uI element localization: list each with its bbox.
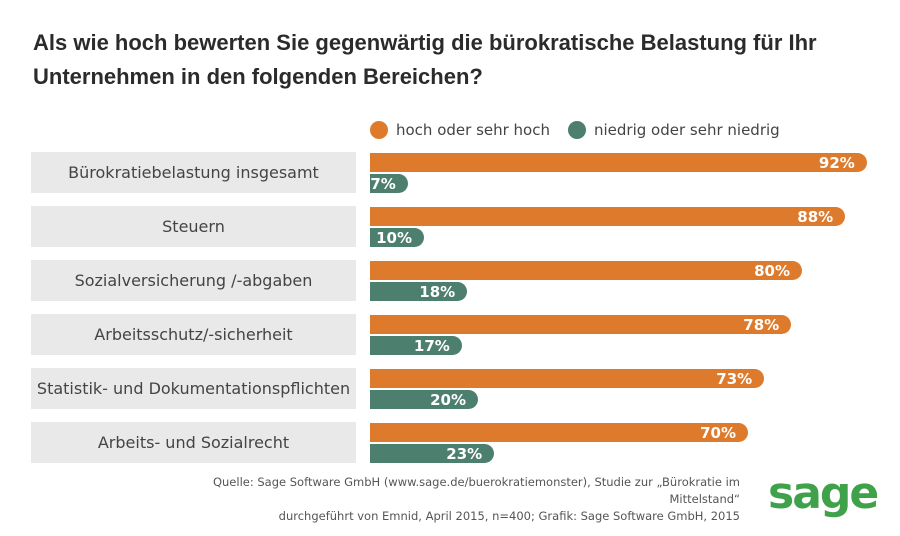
bar-hoch: 73% <box>370 369 765 388</box>
bar-niedrig: 18% <box>370 282 468 301</box>
source-line-2: durchgeführt von Emnid, April 2015, n=40… <box>278 509 740 523</box>
bar-niedrig: 23% <box>370 444 495 463</box>
bar-value-label: 23% <box>446 444 483 463</box>
category-label: Bürokratiebelastung insgesamt <box>31 152 356 193</box>
legend-item-niedrig: niedrig oder sehr niedrig <box>568 121 780 139</box>
bar-hoch: 80% <box>370 261 802 280</box>
legend-label-hoch: hoch oder sehr hoch <box>396 121 550 139</box>
bar-value-label: 92% <box>818 153 855 172</box>
legend: hoch oder sehr hoch niedrig oder sehr ni… <box>370 118 798 142</box>
legend-dot-hoch <box>370 121 388 139</box>
category-label: Statistik- und Dokumentationspflichten <box>31 368 356 409</box>
category-label: Arbeits- und Sozialrecht <box>31 422 356 463</box>
bar-value-label: 88% <box>797 207 834 226</box>
bar-niedrig: 10% <box>370 228 424 247</box>
bar-value-label: 78% <box>743 315 780 334</box>
bar-value-label: 80% <box>754 261 790 280</box>
bar-value-label: 70% <box>700 423 736 442</box>
bar-hoch: 70% <box>370 423 748 442</box>
category-label: Arbeitsschutz/-sicherheit <box>31 314 356 355</box>
sage-logo: sage <box>768 468 879 519</box>
bar-value-label: 7% <box>370 174 396 193</box>
legend-dot-niedrig <box>568 121 586 139</box>
legend-item-hoch: hoch oder sehr hoch <box>370 121 550 139</box>
bar-hoch: 92% <box>370 153 867 172</box>
chart-title: Als wie hoch bewerten Sie gegenwärtig di… <box>33 30 817 89</box>
bar-hoch: 88% <box>370 207 846 226</box>
bar-niedrig: 7% <box>370 174 408 193</box>
bar-value-label: 18% <box>419 282 456 301</box>
source-line-1: Quelle: Sage Software GmbH (www.sage.de/… <box>212 475 740 506</box>
legend-label-niedrig: niedrig oder sehr niedrig <box>594 121 780 139</box>
category-label: Steuern <box>31 206 356 247</box>
bar-value-label: 73% <box>716 369 753 388</box>
bar-value-label: 10% <box>376 228 412 247</box>
bar-hoch: 78% <box>370 315 792 334</box>
category-label: Sozialversicherung /-abgaben <box>31 260 356 301</box>
bar-value-label: 20% <box>430 390 466 409</box>
source-note: Quelle: Sage Software GmbH (www.sage.de/… <box>180 474 740 525</box>
bar-value-label: 17% <box>413 336 450 355</box>
bar-niedrig: 20% <box>370 390 478 409</box>
bar-niedrig: 17% <box>370 336 462 355</box>
